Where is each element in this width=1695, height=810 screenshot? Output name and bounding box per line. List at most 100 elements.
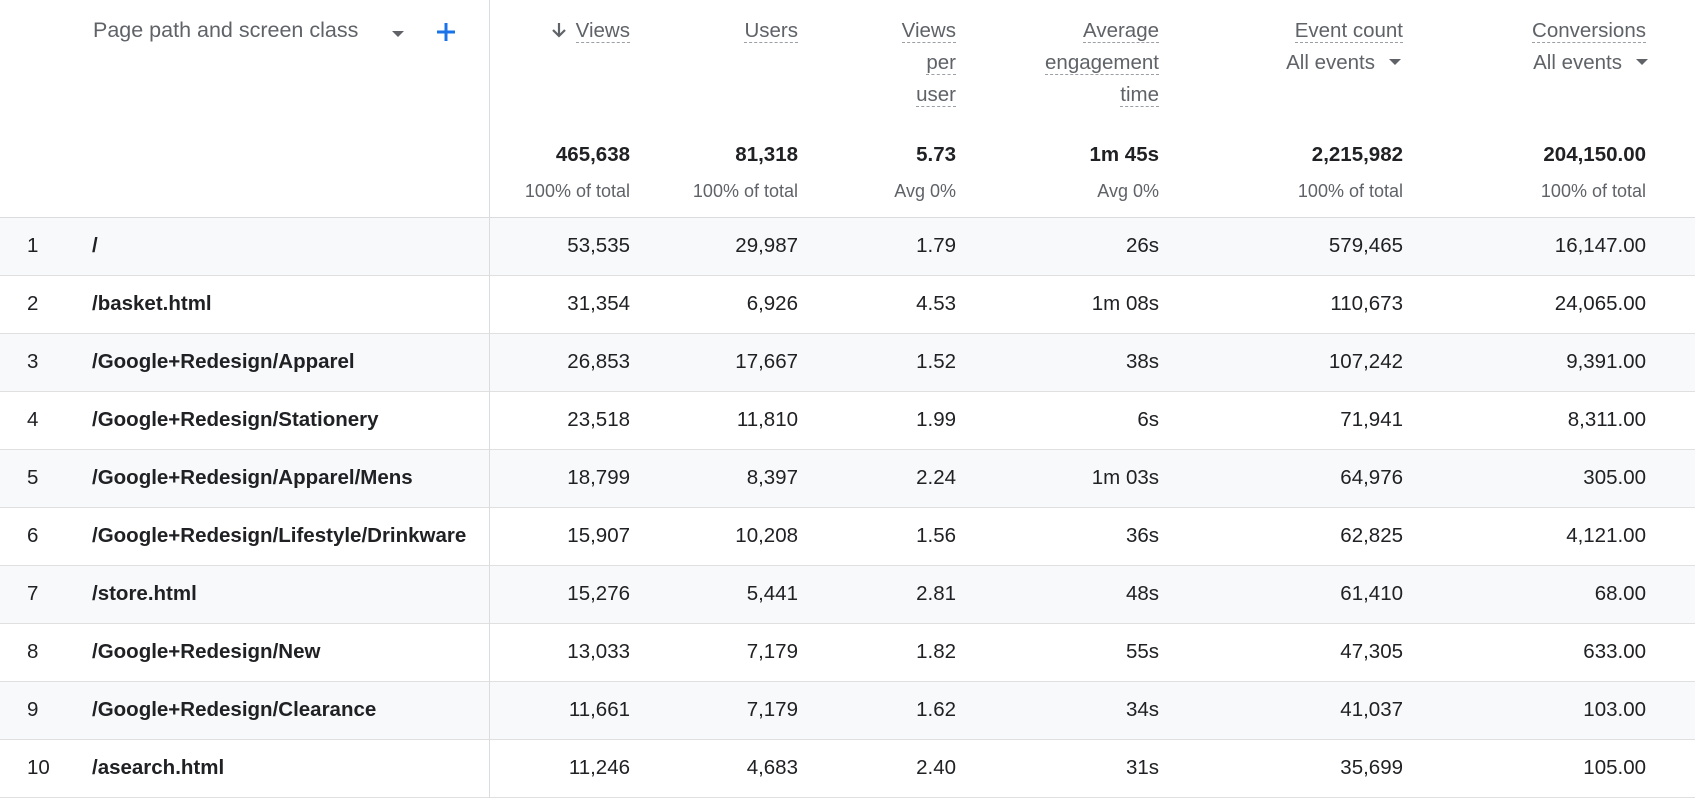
metric-value: 2.81 <box>916 582 956 605</box>
metric-value: 1.62 <box>916 698 956 721</box>
metric-value: 6s <box>1137 408 1159 431</box>
metric-value: 8,397 <box>746 466 798 489</box>
metric-value: 1.56 <box>916 524 956 547</box>
metric-value: 2.40 <box>916 756 956 779</box>
filter-label[interactable]: All events <box>1286 51 1375 74</box>
table-row[interactable]: 6/Google+Redesign/Lifestyle/Drinkware 15,… <box>0 507 1695 565</box>
header-row: Page path and screen class Views 465,638 1… <box>0 0 1695 218</box>
metric-total-note: 100% of total <box>1297 181 1403 201</box>
table-row[interactable]: 8/Google+Redesign/New 13,033 7,179 1.82 55s 4… <box>0 623 1695 681</box>
metric-value: 110,673 <box>1330 292 1403 315</box>
metric-label[interactable]: Views <box>575 19 630 43</box>
metric-label[interactable]: Users <box>744 19 798 43</box>
metric-value: 11,246 <box>568 756 630 779</box>
table-row[interactable]: 5/Google+Redesign/Apparel/Mens 18,799 8,39… <box>0 449 1695 507</box>
sort-icon[interactable] <box>550 21 568 39</box>
metric-total-note: Avg 0% <box>894 181 956 201</box>
row-index: 9 <box>27 698 39 721</box>
metric-value: 105.00 <box>1583 756 1646 779</box>
total-wrap: 2,215,982 100% of total <box>1159 0 1403 217</box>
dimension-header: Page path and screen class <box>92 0 490 218</box>
metric-total-note: 100% of total <box>1540 181 1646 201</box>
total-wrap: 204,150.00 100% of total <box>1403 0 1646 217</box>
metric-value: 9,391.00 <box>1566 350 1646 373</box>
metric-label[interactable]: Event count <box>1294 19 1403 43</box>
metric-label-box[interactable]: Users <box>744 15 798 47</box>
metric-value: 62,825 <box>1340 524 1403 547</box>
table-row[interactable]: 4/Google+Redesign/Stationery 23,518 11,810… <box>0 391 1695 449</box>
table-row[interactable]: 1 / 53,535 29,987 1.79 26s 579,465 16,147.00 <box>0 217 1695 275</box>
page-path: /Google+Redesign/Apparel/Mens <box>92 449 490 507</box>
metric-header: Views per user 5.73 Avg 0% <box>798 0 956 218</box>
page-path: /asearch.html <box>92 739 490 797</box>
metric-total: 204,150.00 <box>1543 143 1646 166</box>
metric-label-box[interactable]: Views per user <box>892 15 956 111</box>
total-wrap: 1m 45s Avg 0% <box>956 0 1159 217</box>
metric-value: 11,661 <box>568 698 630 721</box>
metric-value: 4,121.00 <box>1566 524 1646 547</box>
table-row[interactable]: 9/Google+Redesign/Clearance 11,661 7,179 1.… <box>0 681 1695 739</box>
row-index: 4 <box>27 408 39 431</box>
metric-value: 1.99 <box>916 408 956 431</box>
table-row[interactable]: 7/store.html 15,276 5,441 2.81 48s 61,410 68.0… <box>0 565 1695 623</box>
metric-label[interactable]: Conversions <box>1532 19 1646 43</box>
metric-total-note: Avg 0% <box>1097 181 1159 201</box>
page-path: /Google+Redesign/Apparel <box>92 333 490 391</box>
event-filter[interactable]: All events <box>1159 47 1403 79</box>
metric-label-box[interactable]: Average engagement time <box>1029 15 1159 111</box>
row-index: 2 <box>27 292 39 315</box>
metric-value: 6,926 <box>746 292 798 315</box>
page-path: /basket.html <box>92 275 490 333</box>
metric-value: 10,208 <box>735 524 798 547</box>
metric-header: Views 465,638 100% of total <box>489 0 630 218</box>
metric-label-box[interactable]: Views <box>550 15 630 47</box>
table-row[interactable]: 10/asearch.html 11,246 4,683 2.40 31s 35,699 1… <box>0 739 1695 797</box>
metric-total: 5.73 <box>916 143 956 166</box>
metric-value: 633.00 <box>1583 640 1646 663</box>
metric-label[interactable]: Views per user <box>901 19 956 107</box>
dropdown-icon[interactable] <box>1387 54 1403 70</box>
dimension-label[interactable]: Page path and screen class <box>93 18 359 42</box>
dropdown-icon[interactable] <box>390 26 406 42</box>
metric-value: 4.53 <box>916 292 956 315</box>
metric-value: 26s <box>1125 234 1159 257</box>
metric-value: 13,033 <box>567 640 630 663</box>
row-index: 6 <box>27 524 39 547</box>
metric-total: 81,318 <box>735 143 798 166</box>
event-filter[interactable]: All events <box>1403 47 1650 79</box>
metric-value: 23,518 <box>567 408 630 431</box>
metric-value: 55s <box>1125 640 1159 663</box>
metric-value: 29,987 <box>735 234 798 257</box>
metric-header: Users 81,318 100% of total <box>630 0 798 218</box>
row-index: 10 <box>27 756 50 779</box>
row-index: 7 <box>27 582 39 605</box>
metric-value: 11,810 <box>736 408 798 431</box>
metric-value: 7,179 <box>746 640 798 663</box>
row-index: 5 <box>27 466 39 489</box>
metric-value: 53,535 <box>567 234 630 257</box>
metric-value: 305.00 <box>1583 466 1646 489</box>
metric-value: 24,065.00 <box>1554 292 1646 315</box>
metric-header: Average engagement time 1m 45s Avg 0% <box>956 0 1159 218</box>
row-index: 3 <box>27 350 39 373</box>
metric-label[interactable]: Average engagement time <box>1045 19 1159 107</box>
filter-label[interactable]: All events <box>1533 51 1622 74</box>
page-path: /Google+Redesign/New <box>92 623 490 681</box>
metric-value: 35,699 <box>1340 756 1403 779</box>
total-wrap: 81,318 100% of total <box>630 0 798 217</box>
metric-header: Conversions All events 204,150.00 100% of t… <box>1403 0 1695 218</box>
metric-value: 4,683 <box>746 756 798 779</box>
metric-header: Event count All events 2,215,982 100% of to… <box>1159 0 1403 218</box>
metric-label-box[interactable]: Event count <box>1294 15 1403 47</box>
metric-value: 1m 08s <box>1091 292 1159 315</box>
metric-label-box[interactable]: Conversions <box>1532 15 1646 47</box>
table-row[interactable]: 3/Google+Redesign/Apparel 26,853 17,667 1.5… <box>0 333 1695 391</box>
metric-value: 1.52 <box>916 350 956 373</box>
header-index <box>0 0 92 218</box>
dropdown-icon[interactable] <box>1634 54 1650 70</box>
add-dimension-icon[interactable] <box>434 20 458 44</box>
table-row[interactable]: 2/basket.html 31,354 6,926 4.53 1m 08s 110,67… <box>0 275 1695 333</box>
metric-value: 5,441 <box>746 582 798 605</box>
